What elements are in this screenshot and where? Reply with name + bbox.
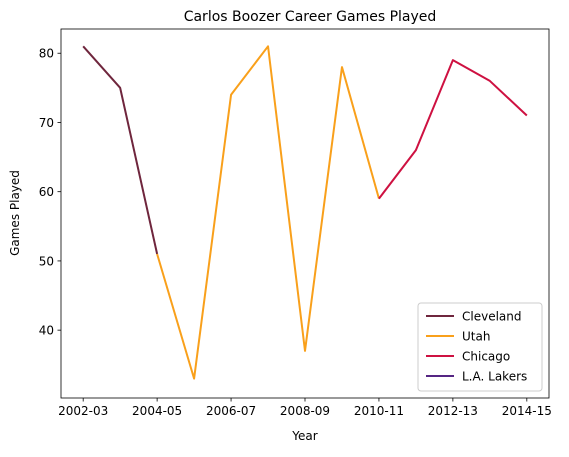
- x-tick-label: 2014-15: [502, 404, 552, 418]
- x-tick-label: 2006-07: [206, 404, 256, 418]
- chart-title: Carlos Boozer Career Games Played: [184, 9, 437, 25]
- legend-label: L.A. Lakers: [462, 370, 527, 384]
- y-axis-label: Games Played: [8, 170, 22, 256]
- y-tick-label: 60: [39, 185, 54, 199]
- y-tick-label: 80: [39, 47, 54, 61]
- legend-label: Cleveland: [462, 310, 522, 324]
- x-tick-label: 2002-03: [58, 404, 108, 418]
- x-axis-label: Year: [291, 429, 317, 443]
- legend: Cleveland Utah Chicago L.A. Lakers: [418, 303, 542, 391]
- x-tick-label: 2004-05: [132, 404, 182, 418]
- y-tick-label: 70: [39, 116, 54, 130]
- legend-label: Utah: [462, 330, 490, 344]
- x-tick-label: 2010-11: [354, 404, 404, 418]
- y-axis: 40 50 60 70 80: [39, 47, 61, 338]
- y-tick-label: 50: [39, 254, 54, 268]
- x-tick-label: 2012-13: [428, 404, 478, 418]
- legend-label: Chicago: [462, 350, 510, 364]
- x-tick-label: 2008-09: [280, 404, 330, 418]
- y-tick-label: 40: [39, 324, 54, 338]
- x-axis: 2002-03 2004-05 2006-07 2008-09 2010-11 2012-…: [58, 398, 552, 418]
